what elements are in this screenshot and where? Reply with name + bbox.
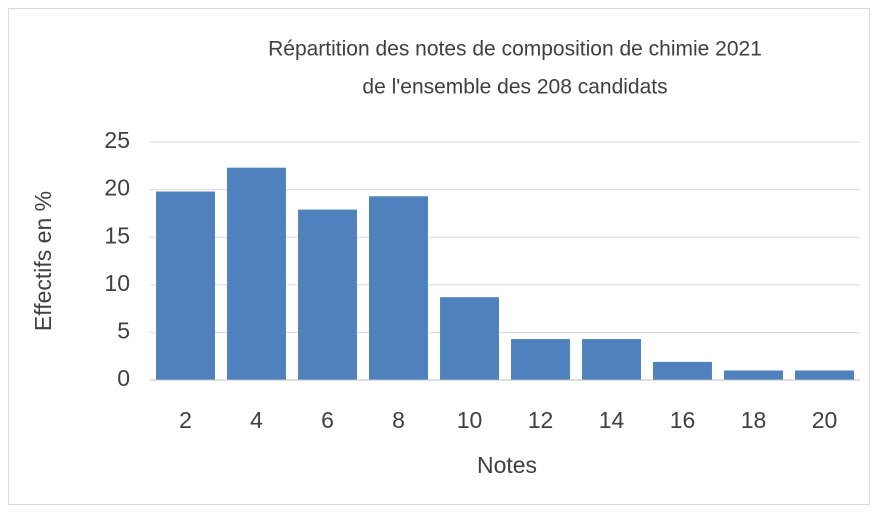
x-tick-label: 8 [392, 407, 405, 433]
x-tick-label: 14 [599, 407, 625, 433]
x-tick-label: 2 [179, 407, 192, 433]
chart-frame [8, 8, 870, 505]
y-tick-label: 5 [117, 317, 130, 343]
x-axis-label: Notes [477, 452, 537, 478]
bar [440, 297, 499, 380]
x-tick-label: 10 [457, 407, 483, 433]
x-tick-label: 16 [670, 407, 696, 433]
x-tick-label: 12 [528, 407, 554, 433]
y-tick-label: 20 [104, 175, 130, 201]
x-tick-label: 6 [321, 407, 334, 433]
bar [724, 370, 783, 380]
x-tick-label: 18 [741, 407, 767, 433]
y-tick-label: 15 [104, 222, 130, 248]
bar [227, 167, 286, 380]
y-tick-label: 25 [104, 127, 130, 153]
bar [298, 209, 357, 380]
y-axis-label: Effectifs en % [30, 191, 56, 331]
bar [369, 196, 428, 380]
y-tick-label: 0 [117, 365, 130, 391]
x-tick-label: 20 [812, 407, 838, 433]
bar [511, 339, 570, 380]
y-tick-label: 10 [104, 270, 130, 296]
chart-title-line: de l'ensemble des 208 candidats [362, 76, 667, 99]
chart-title-line: Répartition des notes de composition de … [268, 38, 762, 61]
x-tick-label: 4 [250, 407, 263, 433]
bar [156, 191, 215, 380]
bar [795, 370, 854, 380]
bar [582, 339, 641, 380]
bar [653, 361, 712, 380]
